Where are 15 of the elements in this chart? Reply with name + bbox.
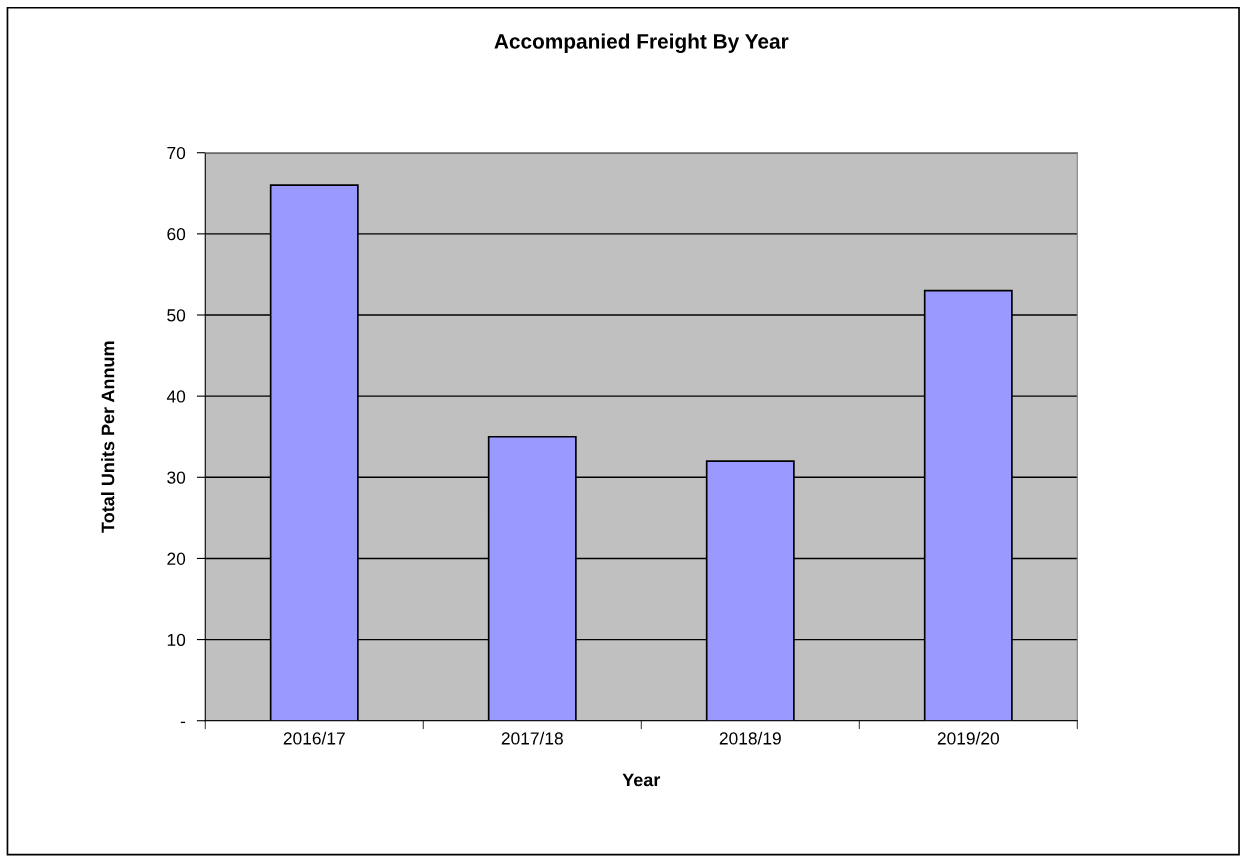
- chart-title: Accompanied Freight By Year: [494, 33, 789, 53]
- x-tick-label: 2019/20: [937, 731, 999, 745]
- y-tick-label: 50: [167, 309, 186, 322]
- y-tick-label: -: [180, 721, 186, 724]
- x-tick-label: 2017/18: [501, 731, 563, 745]
- y-tick-label: 40: [166, 390, 186, 403]
- y-axis-title: Total Units Per Annum: [101, 341, 115, 533]
- y-tick-label: 60: [167, 228, 186, 241]
- y-tick-label: 30: [167, 471, 186, 484]
- x-axis-title: Year: [622, 773, 661, 787]
- x-tick-label: 2018/19: [719, 731, 781, 745]
- x-tick-label: 2016/17: [283, 731, 345, 745]
- y-tick-label: 70: [167, 146, 186, 160]
- y-tick-label: 20: [167, 552, 186, 565]
- y-tick-label: 10: [167, 633, 186, 647]
